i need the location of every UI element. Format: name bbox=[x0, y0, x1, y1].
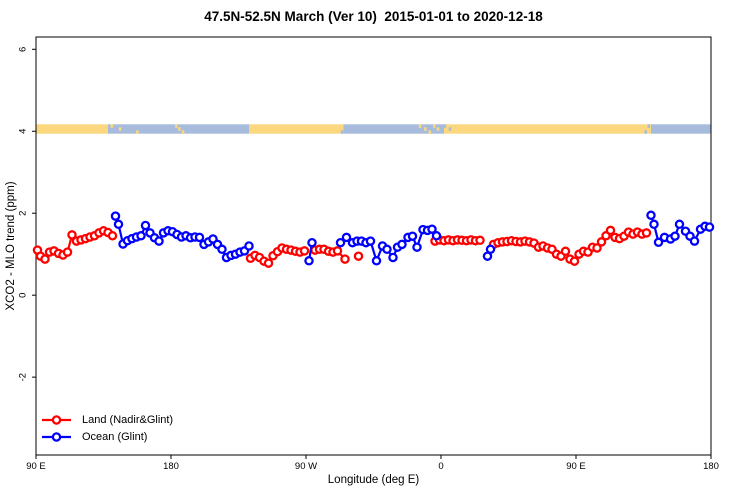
data-point-land bbox=[340, 254, 350, 264]
data-point-land bbox=[560, 246, 571, 257]
data-point-ocean bbox=[113, 219, 124, 230]
data-point-ocean bbox=[136, 231, 146, 241]
x-tick-label: 90 E bbox=[566, 461, 586, 472]
legend: Land (Nadir&Glint) Ocean (Glint) bbox=[40, 411, 173, 445]
legend-entry-land: Land (Nadir&Glint) bbox=[40, 411, 173, 428]
y-tick-label: 6 bbox=[18, 47, 29, 52]
surface-band-speckle bbox=[443, 124, 447, 128]
data-point-land bbox=[641, 228, 652, 238]
surface-band-speckle bbox=[110, 124, 113, 128]
surface-band-speckle bbox=[418, 124, 422, 128]
x-axis-title: Longitude (deg E) bbox=[327, 474, 420, 486]
data-point-ocean bbox=[653, 237, 664, 248]
surface-band-land bbox=[249, 124, 344, 134]
surface-band-speckle bbox=[136, 130, 139, 134]
x-tick-label: 90 W bbox=[295, 461, 317, 472]
data-point-ocean bbox=[407, 231, 418, 241]
surface-band-speckle bbox=[436, 127, 440, 131]
data-point-ocean bbox=[397, 239, 407, 250]
surface-band-speckle bbox=[644, 130, 647, 134]
data-point-ocean bbox=[412, 242, 422, 252]
data-point-ocean bbox=[649, 219, 659, 230]
y-tick-label: 4 bbox=[18, 129, 29, 134]
surface-band-speckle bbox=[448, 127, 452, 131]
data-point-ocean bbox=[670, 231, 680, 241]
data-point-ocean bbox=[371, 256, 382, 266]
data-point-land bbox=[475, 235, 485, 246]
data-point-land bbox=[62, 247, 73, 257]
surface-band-speckle bbox=[181, 130, 185, 134]
surface-band-speckle bbox=[433, 124, 436, 128]
data-point-ocean bbox=[646, 210, 656, 221]
data-point-land bbox=[299, 246, 310, 256]
data-point-ocean bbox=[154, 236, 164, 246]
surface-band-speckle bbox=[424, 127, 427, 131]
legend-label-land: Land (Nadir&Glint) bbox=[82, 413, 174, 426]
data-point-ocean bbox=[485, 244, 496, 255]
data-point-land bbox=[263, 258, 274, 268]
surface-band-speckle bbox=[118, 127, 122, 131]
data-point-ocean bbox=[674, 219, 685, 230]
data-point-ocean bbox=[244, 241, 254, 251]
data-point-land bbox=[605, 225, 616, 236]
legend-marker-land-icon bbox=[42, 414, 71, 425]
data-point-ocean bbox=[689, 236, 700, 246]
data-point-land bbox=[107, 231, 118, 241]
data-point-ocean bbox=[427, 224, 437, 234]
x-tick-label: 0 bbox=[438, 461, 443, 472]
surface-band-speckle bbox=[428, 130, 432, 134]
y-tick-label: -2 bbox=[18, 373, 29, 381]
surface-band-speckle bbox=[647, 124, 650, 128]
data-point-ocean bbox=[110, 211, 121, 221]
data-point-ocean bbox=[217, 244, 227, 255]
data-point-land bbox=[592, 243, 602, 253]
surface-band-ocean bbox=[651, 124, 711, 134]
legend-entry-ocean: Ocean (Glint) bbox=[40, 428, 173, 445]
surface-band-land bbox=[444, 124, 651, 134]
data-point-ocean bbox=[304, 256, 314, 266]
surface-band-speckle bbox=[178, 127, 181, 131]
data-point-ocean bbox=[194, 232, 205, 243]
data-point-ocean bbox=[140, 220, 151, 231]
data-point-land bbox=[332, 246, 343, 256]
surface-band-speckle bbox=[340, 130, 344, 134]
y-axis-title: XCO2 - MLO trend (ppm) bbox=[5, 181, 17, 311]
data-point-ocean bbox=[335, 237, 346, 248]
surface-band-ocean bbox=[343, 124, 444, 134]
data-point-land bbox=[40, 254, 50, 264]
data-point-ocean bbox=[307, 237, 317, 248]
data-point-ocean bbox=[431, 231, 442, 241]
data-point-ocean bbox=[365, 236, 376, 246]
data-point-land bbox=[67, 230, 77, 240]
data-point-land bbox=[353, 251, 364, 261]
data-point-ocean bbox=[388, 252, 398, 263]
data-point-land bbox=[596, 237, 607, 247]
legend-marker-ocean-icon bbox=[42, 431, 71, 442]
x-tick-label: 90 E bbox=[26, 461, 46, 472]
x-tick-label: 180 bbox=[163, 461, 179, 472]
y-tick-label: 2 bbox=[18, 211, 29, 216]
chart-title: 47.5N-52.5N March (Ver 10) 2015-01-01 to… bbox=[204, 9, 543, 24]
data-point-ocean bbox=[382, 244, 392, 255]
data-point-ocean bbox=[341, 232, 352, 243]
data-point-ocean bbox=[704, 222, 715, 232]
y-tick-label: 0 bbox=[18, 293, 29, 298]
surface-band-speckle bbox=[175, 124, 178, 128]
x-tick-label: 180 bbox=[703, 461, 719, 472]
surface-band-land bbox=[36, 124, 108, 134]
plot-border bbox=[35, 36, 712, 456]
data-point-land bbox=[569, 256, 580, 266]
legend-label-ocean: Ocean (Glint) bbox=[82, 430, 148, 443]
